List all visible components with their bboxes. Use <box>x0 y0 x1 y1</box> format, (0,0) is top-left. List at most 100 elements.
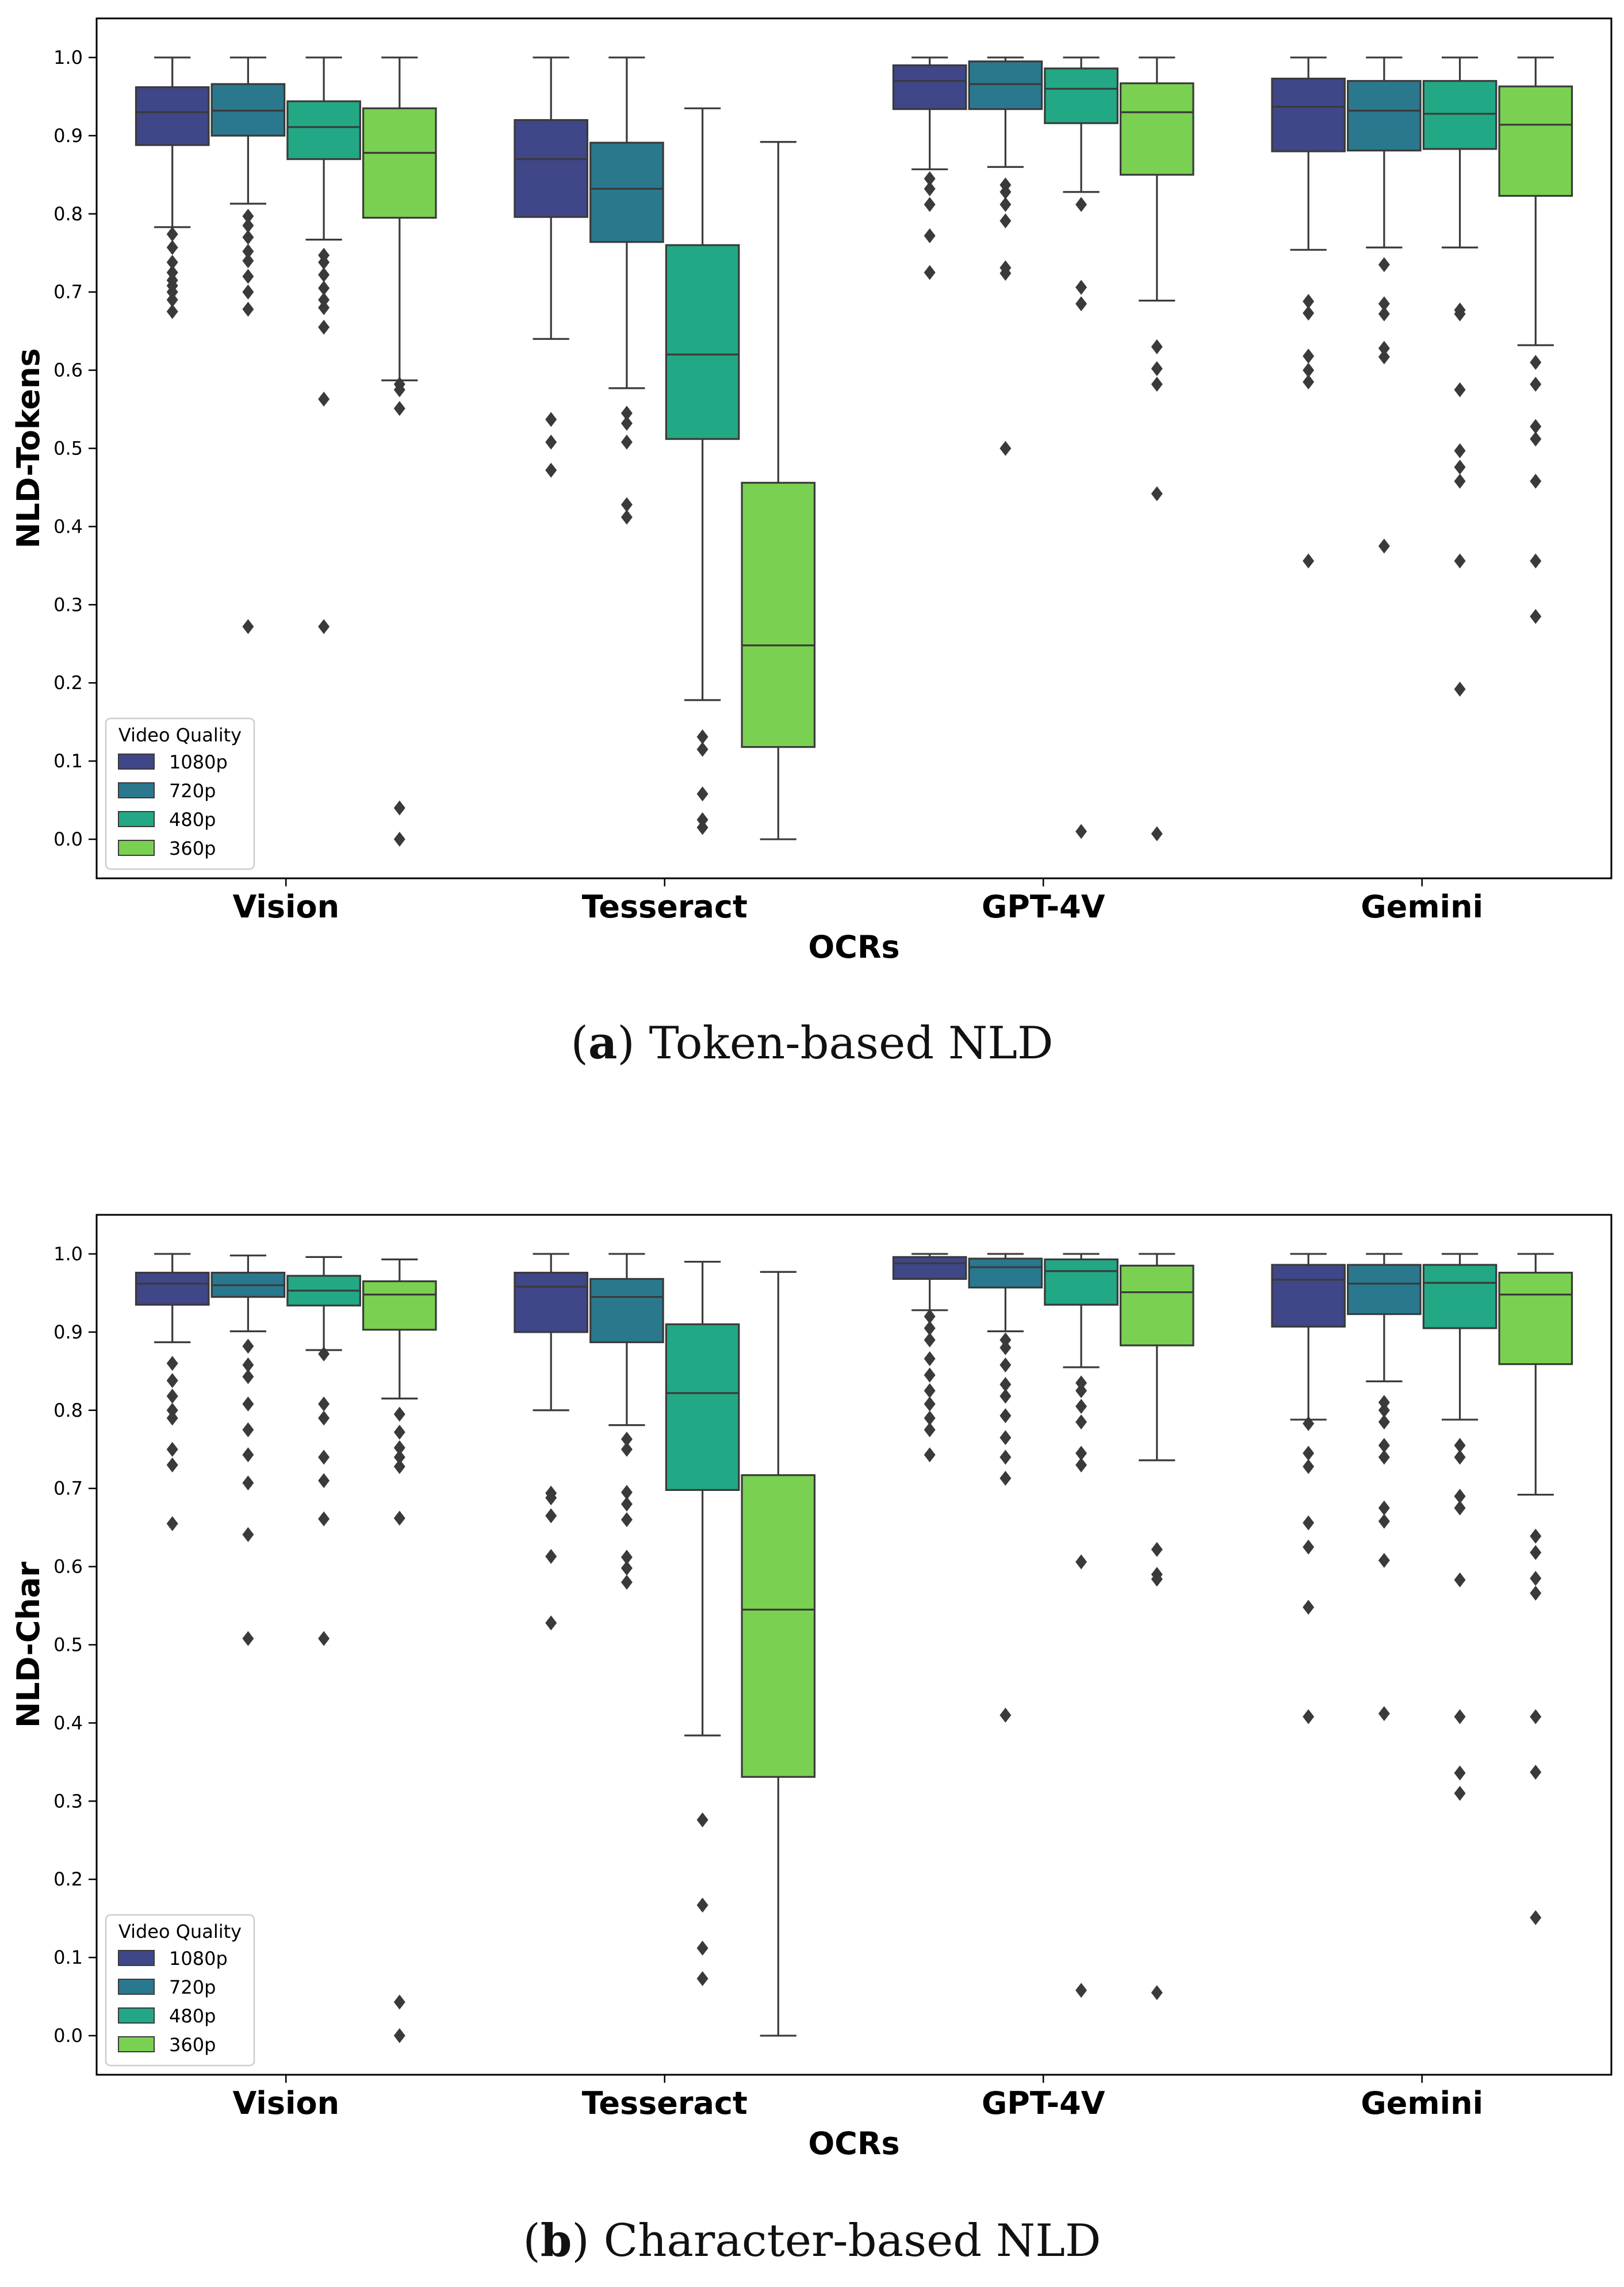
legend-label-360p: 360p <box>169 2034 216 2056</box>
y-tick-label: 0.5 <box>53 1634 83 1656</box>
outlier-point <box>242 284 254 300</box>
outlier-point <box>393 382 405 397</box>
box-tesseract-480p <box>665 107 740 835</box>
outlier-point <box>242 269 254 284</box>
outlier-point <box>242 208 254 224</box>
outlier-point <box>318 1473 330 1489</box>
outlier-point <box>1530 1765 1542 1780</box>
box-tesseract-360p <box>741 1271 816 2037</box>
outlier-point <box>318 1346 330 1362</box>
outlier-point <box>1454 1500 1466 1516</box>
outlier-point <box>999 1430 1012 1445</box>
outlier-point <box>621 1561 633 1576</box>
outlier-point <box>1075 1457 1087 1473</box>
box-iqr <box>135 1271 210 1306</box>
outlier-point <box>1151 1985 1163 2001</box>
outlier-point <box>621 1574 633 1590</box>
outlier-point <box>166 1457 178 1473</box>
outlier-point <box>924 171 936 186</box>
y-tick-label: 0.0 <box>53 828 83 850</box>
outlier-point <box>242 253 254 269</box>
outlier-point <box>1530 473 1542 489</box>
outlier-point <box>393 401 405 416</box>
box-iqr <box>589 1278 664 1344</box>
outlier-point <box>1075 1375 1087 1391</box>
outlier-point <box>999 1707 1012 1723</box>
outlier-point <box>1378 296 1390 312</box>
outlier-point <box>1075 197 1087 212</box>
outlier-point <box>924 1383 936 1398</box>
outlier-point <box>242 1396 254 1412</box>
outlier-point <box>999 1340 1012 1356</box>
box-vision-720p <box>210 56 286 634</box>
legend-label-480p: 480p <box>169 809 216 831</box>
outlier-point <box>999 1357 1012 1372</box>
box-iqr <box>514 1271 589 1333</box>
box-iqr <box>665 1323 740 1491</box>
outlier-point <box>999 266 1012 281</box>
legend-swatch-720p <box>118 1979 155 1995</box>
outlier-point <box>1303 1709 1315 1724</box>
outlier-point <box>1378 306 1390 322</box>
outlier-point <box>999 1332 1012 1348</box>
box-tesseract-360p <box>741 141 816 840</box>
outlier-point <box>1151 361 1163 376</box>
outlier-point <box>166 1373 178 1389</box>
y-tick-label: 0.1 <box>53 750 83 772</box>
box-tesseract-480p <box>665 1260 740 1986</box>
outlier-point <box>242 230 254 245</box>
outlier-point <box>1151 826 1163 842</box>
y-tick-label: 1.0 <box>53 47 83 68</box>
box-gemini-1080p <box>1271 1253 1346 1724</box>
y-tick-label: 0.0 <box>53 2025 83 2047</box>
outlier-point <box>1303 305 1315 321</box>
outlier-point <box>1454 1450 1466 1465</box>
outlier-point <box>1378 1706 1390 1722</box>
outlier-point <box>166 284 178 300</box>
box-iqr <box>589 141 664 243</box>
outlier-point <box>545 1490 557 1505</box>
outlier-point <box>1303 1539 1315 1555</box>
y-tick-label: 0.4 <box>53 515 83 537</box>
outlier-point <box>1530 1709 1542 1724</box>
x-axis-label: OCRs <box>808 929 899 965</box>
outlier-point <box>1378 1513 1390 1529</box>
y-tick-label: 0.2 <box>53 672 83 694</box>
outlier-point <box>696 741 708 757</box>
outlier-point <box>242 1338 254 1354</box>
outlier-point <box>1303 362 1315 378</box>
box-tesseract-1080p <box>514 1253 589 1631</box>
box-gemini-480p <box>1422 1253 1497 1801</box>
outlier-point <box>1454 1489 1466 1504</box>
outlier-point <box>1303 1459 1315 1474</box>
box-iqr <box>1422 1264 1497 1329</box>
outlier-point <box>166 265 178 280</box>
outlier-point <box>1075 1554 1087 1570</box>
outlier-point <box>242 218 254 234</box>
outlier-point <box>999 1408 1012 1424</box>
y-axis-label: NLD-Tokens <box>10 348 47 548</box>
legend-label-720p: 720p <box>169 780 216 802</box>
outlier-point <box>318 1631 330 1646</box>
plot-frame <box>95 1214 1612 2076</box>
box-gemini-1080p <box>1271 56 1346 569</box>
outlier-point <box>999 184 1012 200</box>
outlier-point <box>166 1402 178 1418</box>
legend-swatch-480p <box>118 2007 155 2024</box>
x-tick-label-tesseract: Tesseract <box>582 2085 748 2121</box>
outlier-point <box>696 1971 708 1986</box>
outlier-point <box>1530 1545 1542 1561</box>
x-tick-label-vision: Vision <box>232 889 339 925</box>
box-iqr <box>892 64 967 110</box>
outlier-point <box>393 832 405 847</box>
box-gpt-4v-360p <box>1119 56 1194 842</box>
legend-swatch-360p <box>118 840 155 856</box>
outlier-point <box>999 1471 1012 1486</box>
outlier-point <box>1530 1910 1542 1925</box>
box-vision-480p <box>286 56 361 634</box>
box-iqr <box>362 1280 437 1331</box>
outlier-point <box>621 434 633 450</box>
legend-title: Video Quality <box>118 724 242 746</box>
outlier-point <box>924 1422 936 1437</box>
outlier-point <box>1378 1500 1390 1516</box>
